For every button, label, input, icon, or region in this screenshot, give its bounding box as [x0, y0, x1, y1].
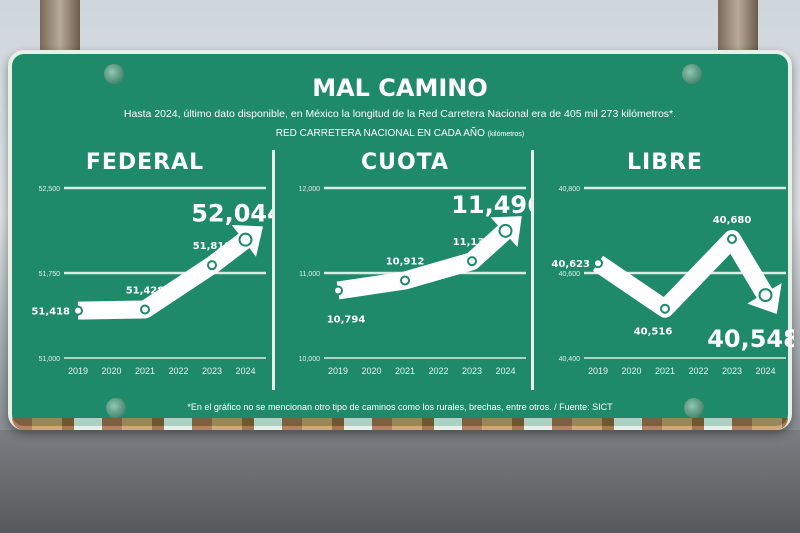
- x-tick-label: 2019: [588, 366, 608, 376]
- data-point: [238, 232, 253, 247]
- data-label: 51,428: [126, 285, 165, 296]
- panel-title: LIBRE: [627, 150, 703, 175]
- rust-decoration: [12, 418, 788, 430]
- subtitle: Hasta 2024, último dato disponible, en M…: [123, 108, 677, 120]
- highlight-value-label: 40,548: [707, 325, 794, 353]
- x-tick-label: 2023: [462, 366, 482, 376]
- chart-cuota: 10,000 11,000 12,000 2019 2020 2021 2022 2023 20…: [299, 186, 534, 376]
- chart-heading-text: RED CARRETERA NACIONAL EN CADA AÑO: [275, 128, 485, 139]
- data-point: [498, 223, 513, 238]
- data-point: [73, 305, 83, 316]
- road-sign: MAL CAMINO Hasta 2024, último dato dispo…: [8, 50, 794, 430]
- data-point: [207, 260, 217, 271]
- x-tick-label: 2024: [235, 366, 255, 376]
- y-tick-label: 40,400: [559, 356, 581, 363]
- x-tick-label: 2022: [428, 366, 448, 376]
- data-point: [400, 275, 410, 286]
- y-tick-label: 11,000: [299, 271, 320, 278]
- chart-libre: 40,400 40,600 40,800 2019 2020 2021 2022 2023 20…: [551, 186, 794, 376]
- x-tick-label: 2020: [621, 366, 641, 376]
- x-tick-label: 2024: [755, 366, 775, 376]
- y-tick-label: 10,000: [299, 356, 321, 363]
- data-label: 10,912: [386, 256, 425, 267]
- highlight-value-label: 52,044: [191, 200, 274, 228]
- x-tick-label: 2021: [655, 366, 675, 376]
- data-label: 40,516: [634, 327, 673, 338]
- panel-federal: FEDERAL 51,000 51,750 52,500 2019 2020 2021 202…: [16, 146, 274, 396]
- footnote: *En el gráfico no se mencionan otro tipo…: [187, 402, 613, 412]
- data-label: 40,680: [713, 215, 752, 226]
- data-label: 51,819: [193, 241, 232, 252]
- x-tick-label: 2021: [135, 366, 155, 376]
- panel-libre: LIBRE 40,400 40,600 40,800 2019 2020 2021 2022 2…: [536, 146, 794, 396]
- chart-federal: 51,000 51,750 52,500 2019 2020 2021 2022 2023 20…: [31, 186, 274, 376]
- y-tick-label: 52,500: [39, 186, 61, 193]
- panel-title: FEDERAL: [85, 150, 205, 175]
- bolt-icon: [682, 64, 702, 84]
- data-point: [758, 288, 773, 303]
- x-tick-label: 2020: [361, 366, 381, 376]
- data-label: 51,418: [31, 307, 70, 318]
- data-label: 11,139: [453, 237, 492, 248]
- bolt-icon: [106, 398, 126, 418]
- x-tick-label: 2021: [395, 366, 415, 376]
- panel-title: CUOTA: [360, 150, 450, 175]
- road-background: [0, 430, 800, 533]
- data-point: [727, 234, 737, 244]
- x-tick-label: 2019: [328, 366, 348, 376]
- y-tick-label: 40,600: [559, 271, 581, 278]
- data-label: 40,623: [551, 259, 590, 270]
- x-tick-label: 2022: [168, 366, 188, 376]
- data-point: [593, 258, 603, 269]
- y-tick-label: 40,800: [559, 186, 581, 193]
- bolt-icon: [684, 398, 704, 418]
- data-label: 10,794: [327, 315, 366, 326]
- data-point: [660, 303, 670, 314]
- data-point: [333, 285, 343, 296]
- panel-cuota: CUOTA 10,000 11,000 12,000 2019 2020 2021 2022 2…: [276, 146, 534, 396]
- x-tick-label: 2023: [722, 366, 742, 376]
- page-title: MAL CAMINO: [312, 74, 488, 102]
- x-tick-label: 2024: [495, 366, 515, 376]
- chart-heading: RED CARRETERA NACIONAL EN CADA AÑO (kiló…: [12, 128, 788, 139]
- y-tick-label: 12,000: [299, 186, 321, 193]
- highlight-value-label: 11,496: [451, 191, 534, 219]
- data-point: [140, 304, 150, 315]
- bolt-icon: [104, 64, 124, 84]
- divider: [531, 150, 534, 390]
- y-tick-label: 51,000: [39, 356, 61, 363]
- x-tick-label: 2020: [101, 366, 121, 376]
- data-point: [467, 256, 477, 267]
- y-tick-label: 51,750: [39, 271, 61, 278]
- chart-unit: (kilómetros): [487, 131, 525, 138]
- divider: [272, 150, 275, 390]
- x-tick-label: 2022: [688, 366, 708, 376]
- x-tick-label: 2023: [202, 366, 222, 376]
- x-tick-label: 2019: [68, 366, 88, 376]
